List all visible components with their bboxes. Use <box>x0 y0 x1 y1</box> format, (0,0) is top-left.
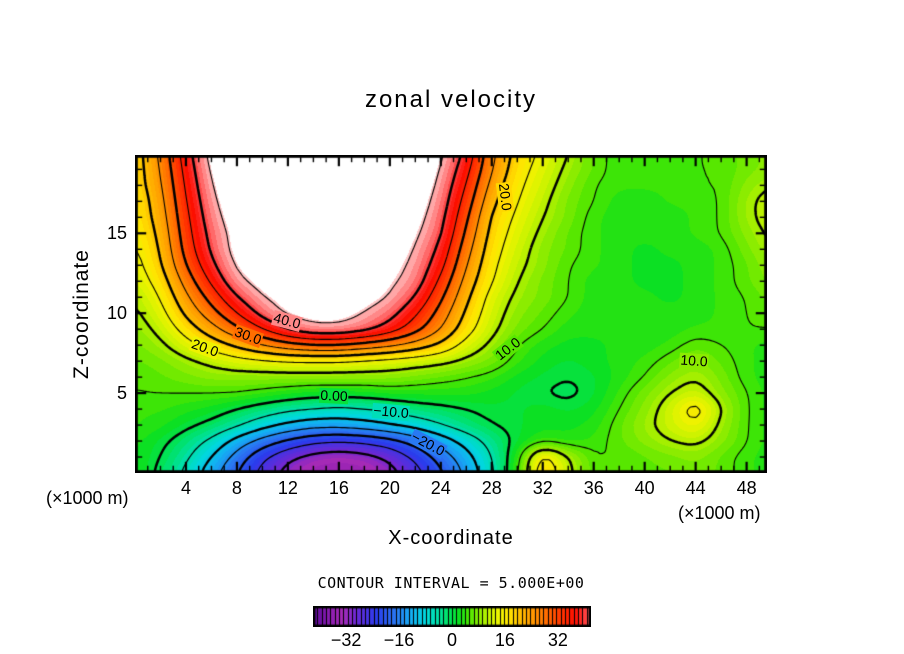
y-tick-label: 15 <box>106 223 127 244</box>
y-tick-label: 10 <box>106 303 127 324</box>
contour-line-label: 0.00 <box>318 387 349 405</box>
plot-area <box>135 155 767 473</box>
contour-plot-canvas <box>135 155 767 473</box>
y-tick-label: 5 <box>116 383 127 404</box>
x-axis-title: X-coordinate <box>388 527 514 549</box>
x-tick-label: 44 <box>685 478 706 498</box>
x-tick-label: 4 <box>180 478 191 498</box>
x-tick-label: 40 <box>634 478 655 498</box>
contour-line-label: 20.0 <box>495 181 515 212</box>
unit-note-left: (×1000 m) <box>46 488 129 508</box>
colorbar-tick-label: 0 <box>446 630 458 650</box>
contour-interval-label: CONTOUR INTERVAL = 5.000E+00 <box>317 574 585 592</box>
x-tick-label: 32 <box>532 478 553 498</box>
x-tick-label: 36 <box>583 478 604 498</box>
x-tick-label: 8 <box>231 478 242 498</box>
colorbar-canvas <box>313 606 591 627</box>
colorbar-tick-label: 32 <box>547 630 568 650</box>
contour-line-label: 10.0 <box>679 351 710 370</box>
unit-note-right: (×1000 m) <box>678 503 761 523</box>
chart-title: zonal velocity <box>364 86 538 113</box>
x-tick-label: 48 <box>736 478 757 498</box>
x-tick-label: 16 <box>328 478 349 498</box>
x-tick-label: 20 <box>379 478 400 498</box>
x-tick-label: 24 <box>430 478 451 498</box>
colorbar-tick-label: 16 <box>494 630 515 650</box>
colorbar-tick-label: −32 <box>330 630 362 650</box>
x-tick-label: 12 <box>277 478 298 498</box>
x-tick-label: 28 <box>481 478 502 498</box>
colorbar-tick-label: −16 <box>383 630 415 650</box>
